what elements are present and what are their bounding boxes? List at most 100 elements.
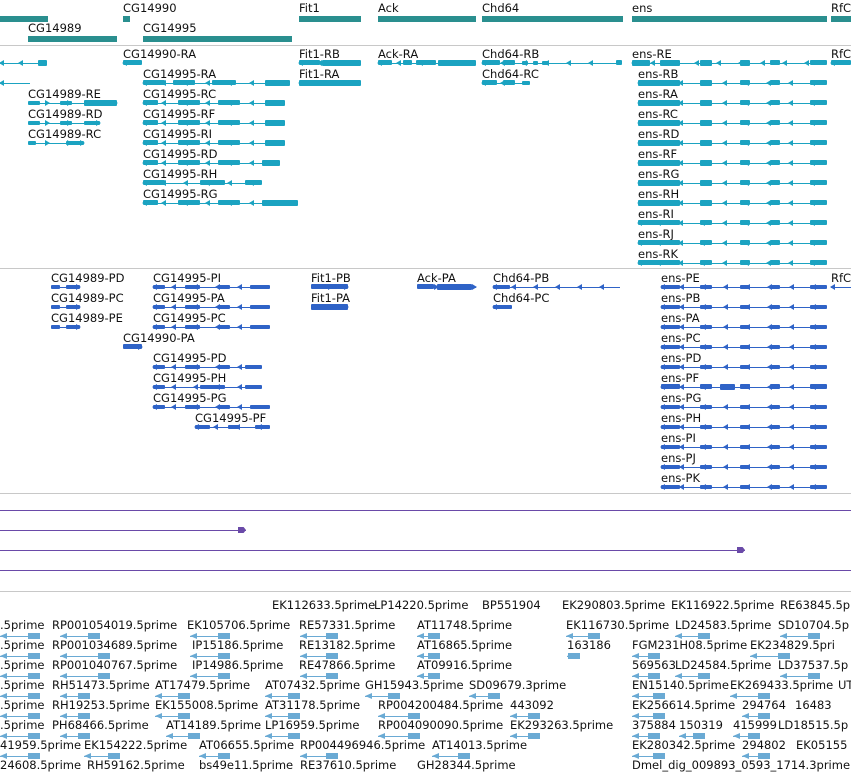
est-label[interactable]: EK105706.5prime [187, 618, 291, 632]
gene-span-bar[interactable] [123, 16, 130, 22]
transcript-label[interactable]: CG14989-RD [28, 107, 103, 121]
est-label[interactable]: PH68466.5prime [52, 718, 149, 732]
transcript-label[interactable]: Fit1-RB [299, 47, 340, 61]
protein-label[interactable]: CG14995-PC [153, 311, 226, 325]
est-alignment-line[interactable] [60, 736, 90, 737]
gene-span-bar[interactable] [632, 16, 827, 22]
protein-label[interactable]: CG14995-PD [153, 351, 227, 365]
transcript-label[interactable]: Fit1-RA [299, 67, 340, 81]
est-label[interactable]: .5prime [0, 678, 45, 692]
est-label[interactable]: 16483 [795, 698, 832, 712]
est-label[interactable]: AT14013.5prime [432, 738, 528, 752]
est-label[interactable]: RP004496946.5prime [300, 738, 426, 752]
est-alignment-line[interactable] [632, 756, 665, 757]
est-alignment-line[interactable] [0, 716, 40, 717]
transcript-label[interactable]: ens-RF [638, 147, 678, 161]
est-label[interactable]: EK154222.5prime [84, 738, 188, 752]
est-label[interactable]: GH28344.5prime [417, 758, 516, 772]
protein-label[interactable]: ens-PB [661, 291, 701, 305]
transcript-label[interactable]: ens-RE [632, 47, 672, 61]
est-label[interactable]: EK155008.5prime [155, 698, 259, 712]
est-alignment-line[interactable] [84, 756, 120, 757]
protein-label[interactable]: CG14989-PC [51, 291, 124, 305]
transcript-label[interactable]: ens-RB [638, 67, 679, 81]
protein-label[interactable]: CG14995-PI [153, 271, 222, 285]
est-label[interactable]: AT11748.5prime [417, 618, 513, 632]
transcript-label[interactable]: Chd64-RB [482, 47, 540, 61]
gene-span-bar[interactable] [0, 16, 48, 22]
est-label[interactable]: AT09916.5prime [417, 658, 513, 672]
est-label[interactable]: GH15943.5prime [365, 678, 464, 692]
transcript-label[interactable]: CG14995-RA [143, 67, 217, 81]
est-label[interactable]: EK256614.5prime [632, 698, 736, 712]
est-alignment-line[interactable] [300, 676, 338, 677]
est-alignment-line[interactable] [632, 696, 665, 697]
transcript-label[interactable]: CG14990-RA [123, 47, 197, 61]
est-alignment-line[interactable] [265, 736, 300, 737]
gene-label[interactable]: CG14995 [143, 21, 197, 35]
est-alignment-line[interactable] [0, 736, 40, 737]
est-label[interactable]: AT14189.5prime [166, 718, 262, 732]
transcript-label[interactable]: CG14995-RC [143, 87, 217, 101]
est-alignment-line[interactable] [632, 716, 665, 717]
est-alignment-line[interactable] [0, 656, 40, 657]
est-label[interactable]: 375884 [632, 718, 676, 732]
est-label[interactable]: RP001054019.5prime [52, 618, 178, 632]
est-label[interactable]: LD37537.5p [778, 658, 849, 672]
gene-span-bar[interactable] [831, 16, 851, 22]
est-label[interactable]: FGM231H08.5prime [632, 638, 748, 652]
gene-label[interactable]: Fit1 [299, 1, 320, 15]
est-alignment-line[interactable] [199, 756, 230, 757]
transcript-label[interactable]: ens-RH [638, 187, 680, 201]
gene-label[interactable]: CG14990 [123, 1, 177, 15]
transcript-label[interactable]: CG14995-RF [143, 107, 216, 121]
transcript-label[interactable]: ens-RI [638, 207, 674, 221]
transcript-label[interactable]: CG14995-RI [143, 127, 213, 141]
est-label[interactable]: Dmel_dig_009893_0593_1714.3prime [632, 758, 851, 772]
est-alignment-line[interactable] [750, 656, 790, 657]
protein-label[interactable]: ens-PI [661, 431, 696, 445]
transcript-label[interactable]: ens-RD [638, 127, 680, 141]
est-label[interactable]: .5prime [0, 718, 45, 732]
est-alignment-line[interactable] [265, 696, 300, 697]
est-alignment-line[interactable] [265, 716, 300, 717]
cdna-alignment-line[interactable] [0, 530, 246, 531]
est-alignment-line[interactable] [155, 716, 190, 717]
transcript-label[interactable]: Ack-RA [378, 47, 419, 61]
est-alignment-line[interactable] [733, 736, 760, 737]
est-label[interactable]: RE57331.5prime [299, 618, 396, 632]
est-alignment-line[interactable] [60, 676, 110, 677]
est-label[interactable]: EK05155 [796, 738, 848, 752]
protein-label[interactable]: CG14995-PF [195, 411, 267, 425]
protein-label[interactable]: CG14989-PE [51, 311, 123, 325]
est-label[interactable]: EK269433.5prime [730, 678, 834, 692]
est-label[interactable]: 163186 [567, 638, 611, 652]
protein-label[interactable]: CG14995-PA [153, 291, 225, 305]
est-alignment-line[interactable] [60, 696, 90, 697]
est-alignment-line[interactable] [0, 756, 40, 757]
gene-span-bar[interactable] [28, 36, 117, 42]
est-label[interactable]: LD24583.5prime [675, 618, 772, 632]
est-label[interactable]: AT16865.5prime [417, 638, 513, 652]
transcript-label[interactable]: ens-RJ [638, 227, 674, 241]
est-alignment-line[interactable] [742, 716, 770, 717]
est-label[interactable]: .5prime [0, 638, 45, 652]
est-label[interactable]: .5prime [0, 658, 45, 672]
est-label[interactable]: LP16959.5prime [265, 718, 360, 732]
gene-span-bar[interactable] [299, 16, 361, 22]
est-alignment-line[interactable] [155, 696, 190, 697]
protein-label[interactable]: ens-PC [661, 331, 701, 345]
protein-label[interactable]: Fit1-PB [311, 271, 351, 285]
est-label[interactable]: .5prime [0, 618, 45, 632]
est-label[interactable]: AT07432.5prime [265, 678, 361, 692]
est-alignment-line[interactable] [166, 736, 200, 737]
gene-label[interactable]: RfC [831, 1, 851, 15]
est-alignment-line[interactable] [0, 696, 40, 697]
gene-span-bar[interactable] [143, 36, 292, 42]
est-alignment-line[interactable] [432, 756, 470, 757]
protein-label[interactable]: ens-PH [661, 411, 702, 425]
gene-label[interactable]: CG14989 [28, 21, 82, 35]
est-label[interactable]: EK116922.5prime [671, 598, 775, 612]
est-label[interactable]: .5prime [0, 698, 45, 712]
est-label[interactable]: IP14986.5prime [192, 658, 284, 672]
